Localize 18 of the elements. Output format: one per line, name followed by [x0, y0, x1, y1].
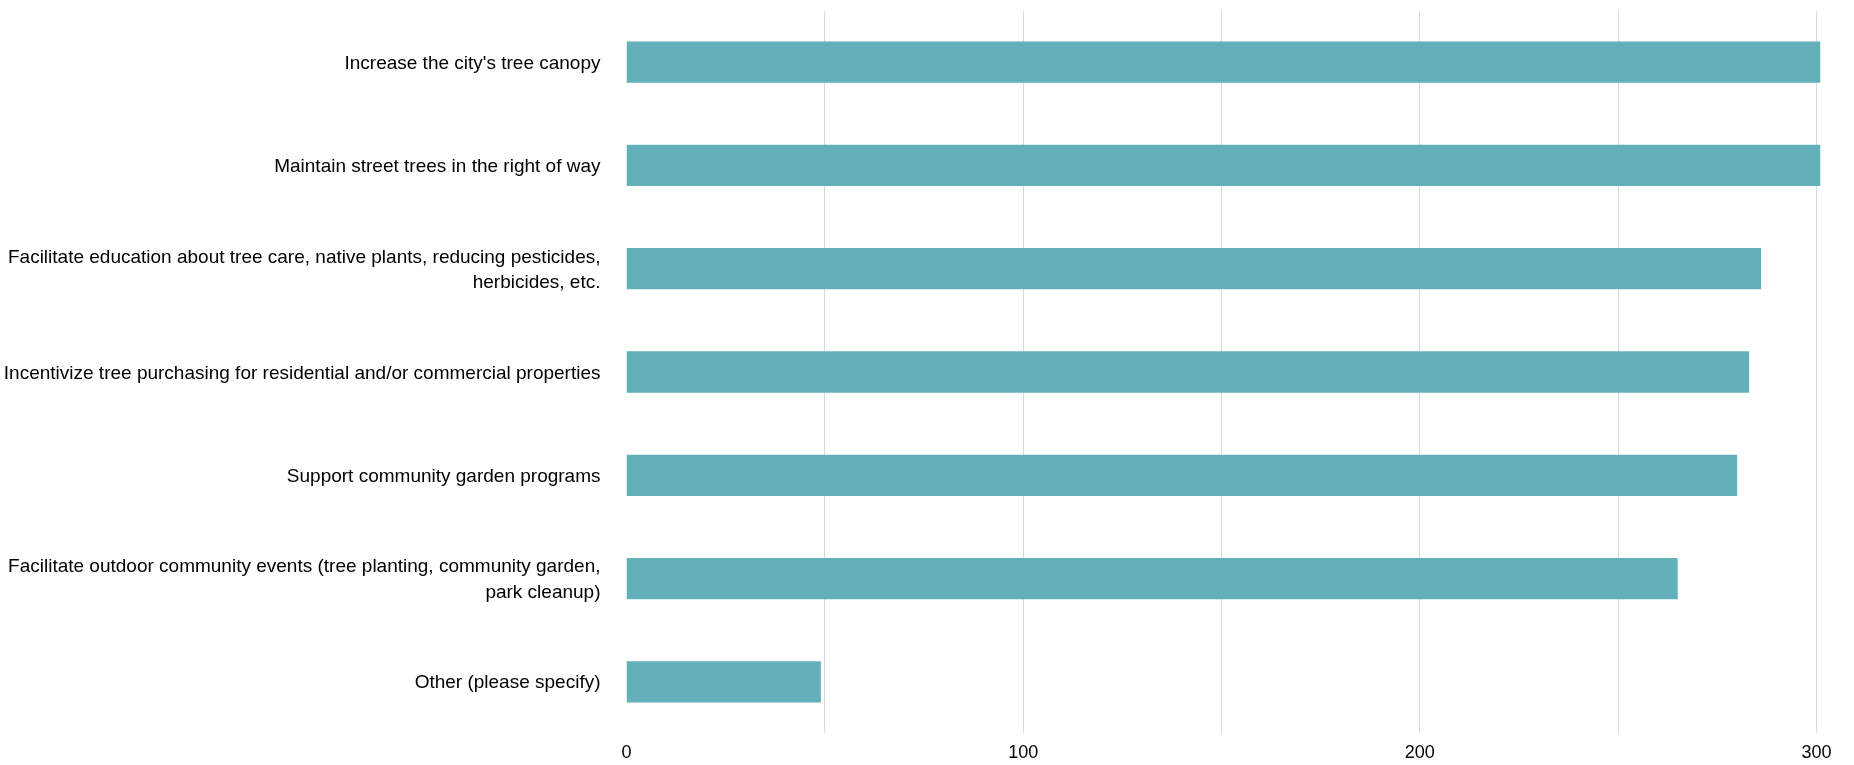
y-tick-label: Increase the city's tree canopy [344, 51, 601, 73]
x-tick-label: 300 [1801, 741, 1832, 762]
bar [626, 144, 1821, 187]
bar [626, 351, 1750, 393]
y-tick-label: Other (please specify) [414, 671, 601, 693]
bar [626, 454, 1738, 496]
y-tick-label: Incentivize tree purchasing for residential and/or commercial properties [3, 361, 601, 383]
y-tick-label: Support community garden programs [286, 464, 601, 486]
y-tick-label: Facilitate outdoor community events (tree planting, community garden, park cleanup) [8, 555, 601, 602]
x-tick-label: 200 [1404, 741, 1435, 762]
bar [626, 41, 1821, 83]
bar [626, 557, 1678, 600]
y-tick-label: Facilitate education about tree care, native plants, reducing pesticides, herbicides, etc. [7, 245, 601, 292]
bar [626, 661, 821, 703]
x-tick-label: 100 [1008, 741, 1039, 762]
y-tick-label: Maintain street trees in the right of way [274, 154, 601, 176]
x-tick-label: 0 [621, 741, 632, 762]
bar [626, 248, 1761, 290]
